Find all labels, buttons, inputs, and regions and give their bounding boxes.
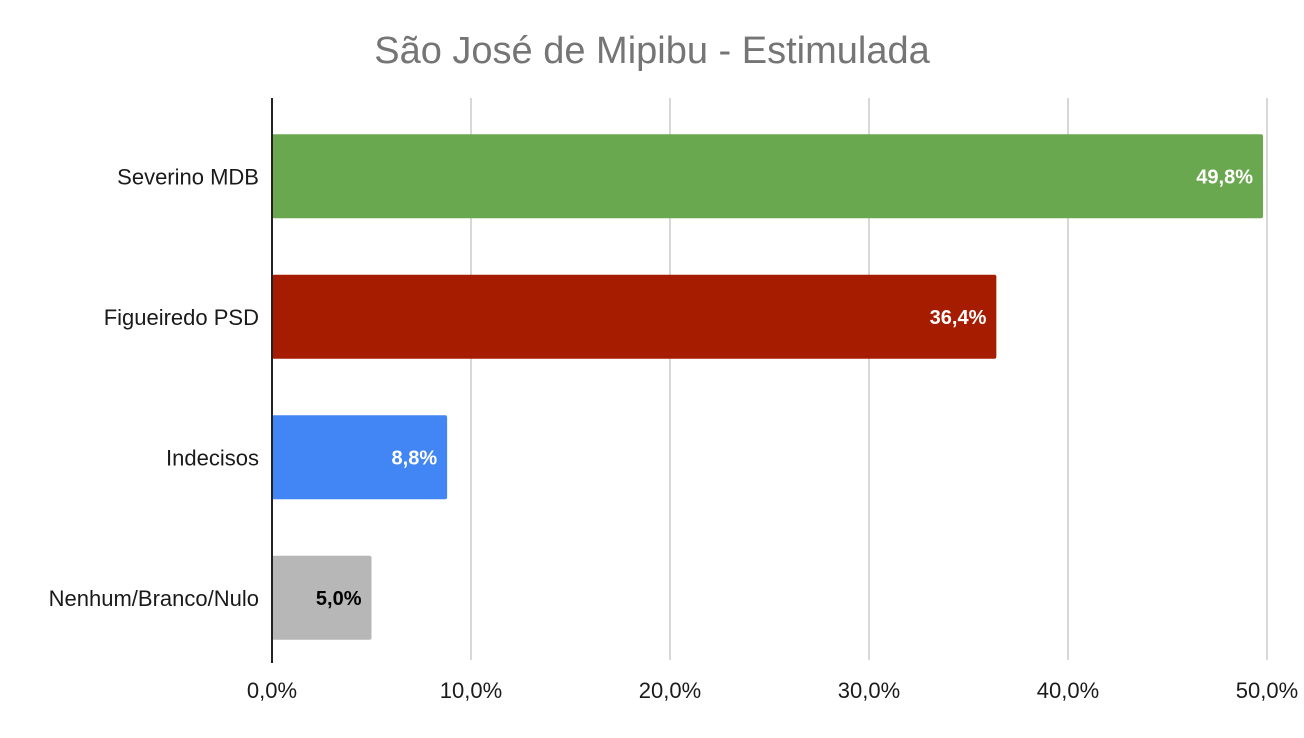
bar bbox=[272, 134, 1264, 219]
bar bbox=[272, 415, 448, 500]
x-tick-label: 0,0% bbox=[247, 678, 297, 703]
x-tick-label: 40,0% bbox=[1037, 678, 1099, 703]
category-label: Severino MDB bbox=[117, 164, 259, 189]
category-label: Indecisos bbox=[166, 445, 259, 470]
bar bbox=[272, 274, 997, 359]
x-tick-label: 20,0% bbox=[639, 678, 701, 703]
category-label: Figueiredo PSD bbox=[104, 305, 259, 330]
bar bbox=[272, 555, 372, 640]
x-tick-label: 30,0% bbox=[838, 678, 900, 703]
data-label: 49,8% bbox=[1196, 166, 1253, 188]
data-label: 36,4% bbox=[930, 307, 987, 329]
x-tick-label: 10,0% bbox=[440, 678, 502, 703]
category-label: Nenhum/Branco/Nulo bbox=[49, 586, 259, 611]
data-label: 8,8% bbox=[392, 447, 438, 469]
data-label: 5,0% bbox=[316, 588, 362, 610]
x-tick-label: 50,0% bbox=[1236, 678, 1298, 703]
chart-title: São José de Mipibu - Estimulada bbox=[374, 30, 930, 72]
